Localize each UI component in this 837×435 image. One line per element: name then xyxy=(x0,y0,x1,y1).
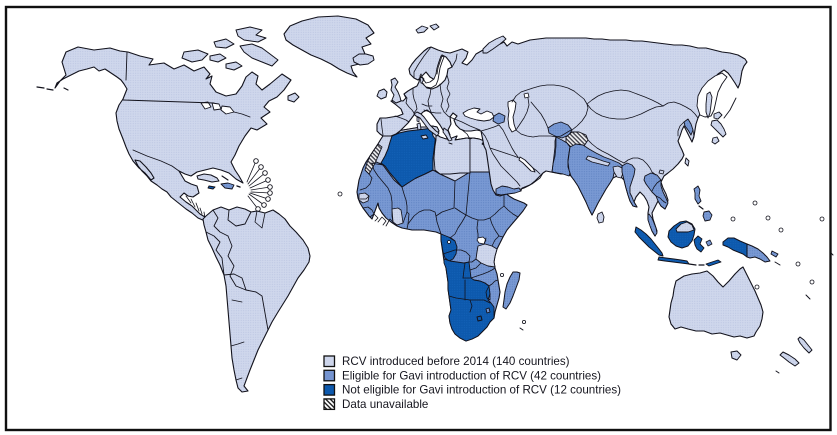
svg-text:Not eligible for Gavi introduc: Not eligible for Gavi introduction of RC… xyxy=(342,384,621,397)
svg-text:Data unavailable: Data unavailable xyxy=(342,398,428,411)
svg-text:RCV introduced before 2014 (14: RCV introduced before 2014 (140 countrie… xyxy=(342,355,570,368)
svg-text:Eligible for Gavi introduction: Eligible for Gavi introduction of RCV (4… xyxy=(342,369,601,382)
